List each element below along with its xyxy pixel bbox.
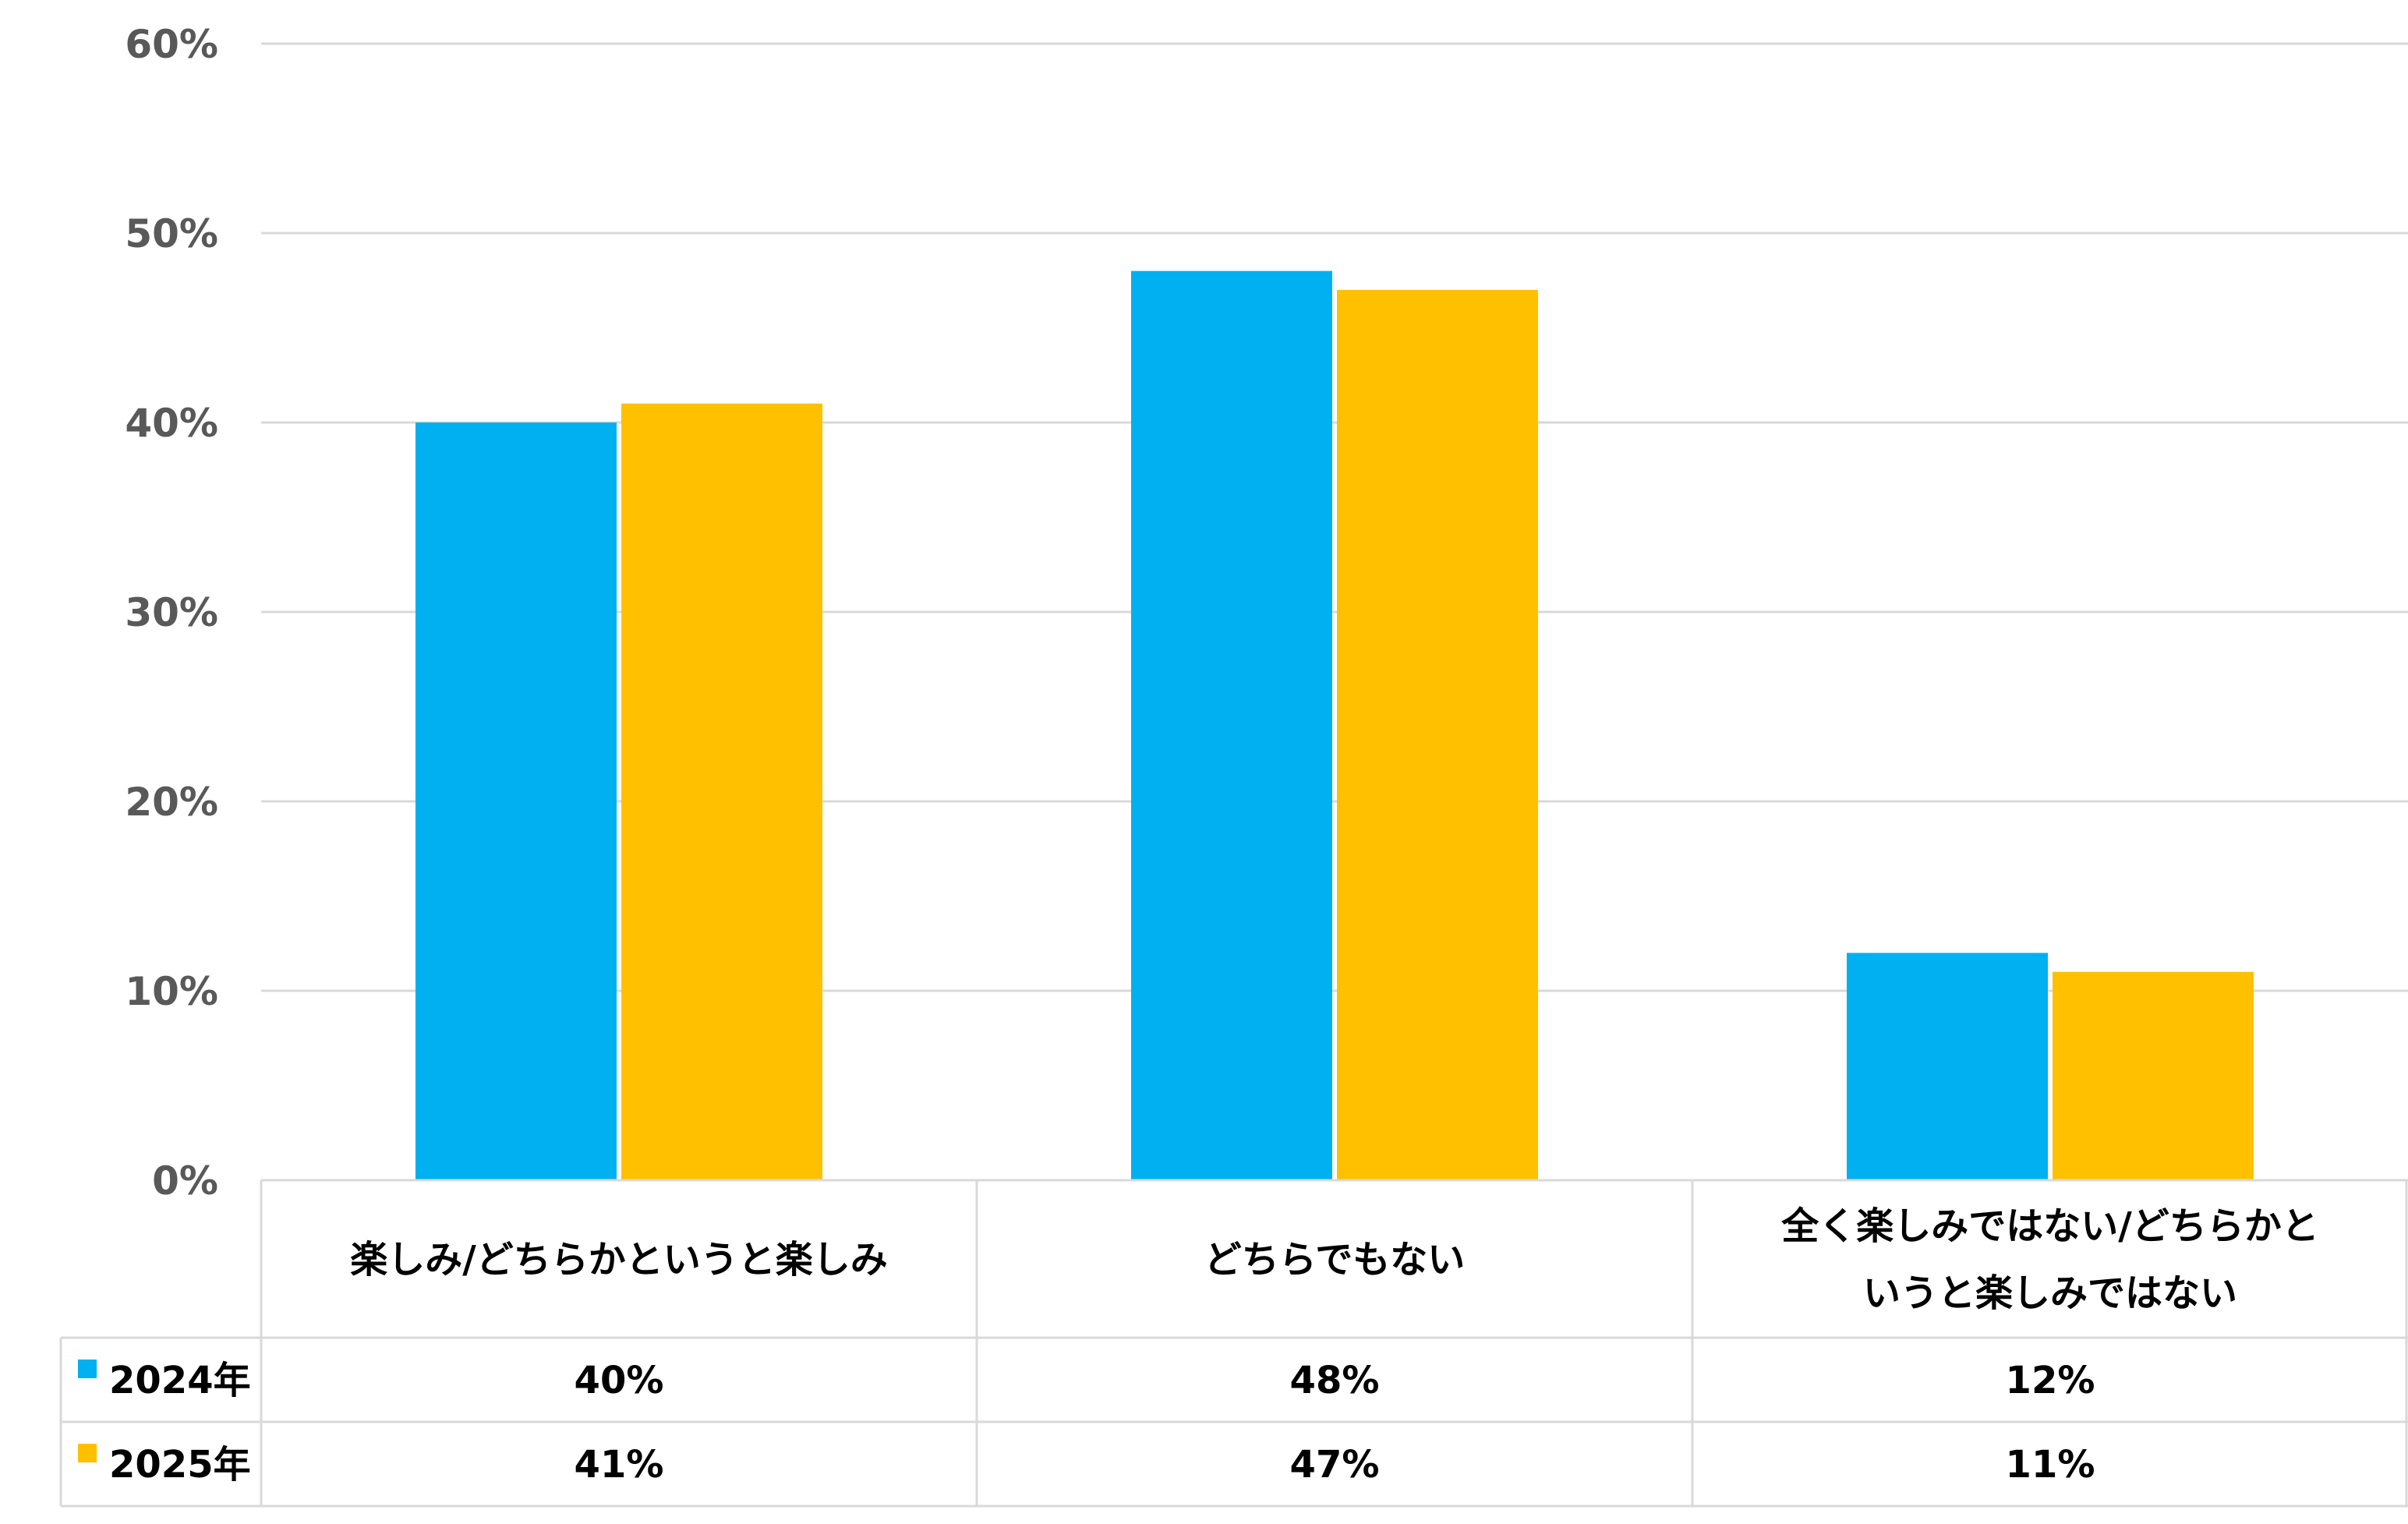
category-label: 楽しみ/どちらかというと楽しみ: [350, 1238, 888, 1282]
gridlines: [261, 42, 2408, 992]
y-tick-label: 40%: [125, 401, 218, 446]
data-label: 48%: [1290, 1359, 1380, 1402]
category-label: いうと楽しみではない: [1863, 1271, 2237, 1315]
y-tick-label: 10%: [125, 969, 218, 1014]
data-label: 40%: [575, 1359, 664, 1402]
data-label: 47%: [1290, 1443, 1380, 1487]
legend-key: [78, 1444, 97, 1462]
bar-2-3: [2053, 971, 2254, 1180]
y-tick-label: 50%: [125, 211, 218, 256]
y-tick-label: 60%: [125, 22, 218, 67]
y-tick-label: 30%: [125, 590, 218, 635]
legend-key: [78, 1360, 97, 1378]
bar-2-1: [621, 403, 822, 1180]
bar-2-2: [1337, 289, 1538, 1180]
data-label: 41%: [575, 1443, 664, 1487]
category-label: どちらでもない: [1204, 1238, 1466, 1282]
y-axis-tick-labels: 0% 10% 20% 30% 40% 50% 60%: [125, 22, 218, 1204]
y-tick-label: 20%: [125, 780, 218, 825]
bars: [415, 271, 2254, 1181]
bar-1-3: [1847, 953, 2048, 1180]
data-label: 12%: [2006, 1359, 2095, 1402]
data-label: 11%: [2006, 1443, 2095, 1487]
bar-1-1: [415, 423, 617, 1180]
legend-label: 2025年: [109, 1443, 251, 1487]
y-tick-label: 0%: [152, 1158, 218, 1204]
legend-label: 2024年: [109, 1359, 251, 1402]
data-table: 楽しみ/どちらかというと楽しみ どちらでもない 全く楽しみではない/どちらかというと…: [59, 1179, 2408, 1508]
category-label: 全く楽しみではない/どちらかと: [1780, 1204, 2319, 1248]
bar-1-2: [1131, 271, 1332, 1181]
